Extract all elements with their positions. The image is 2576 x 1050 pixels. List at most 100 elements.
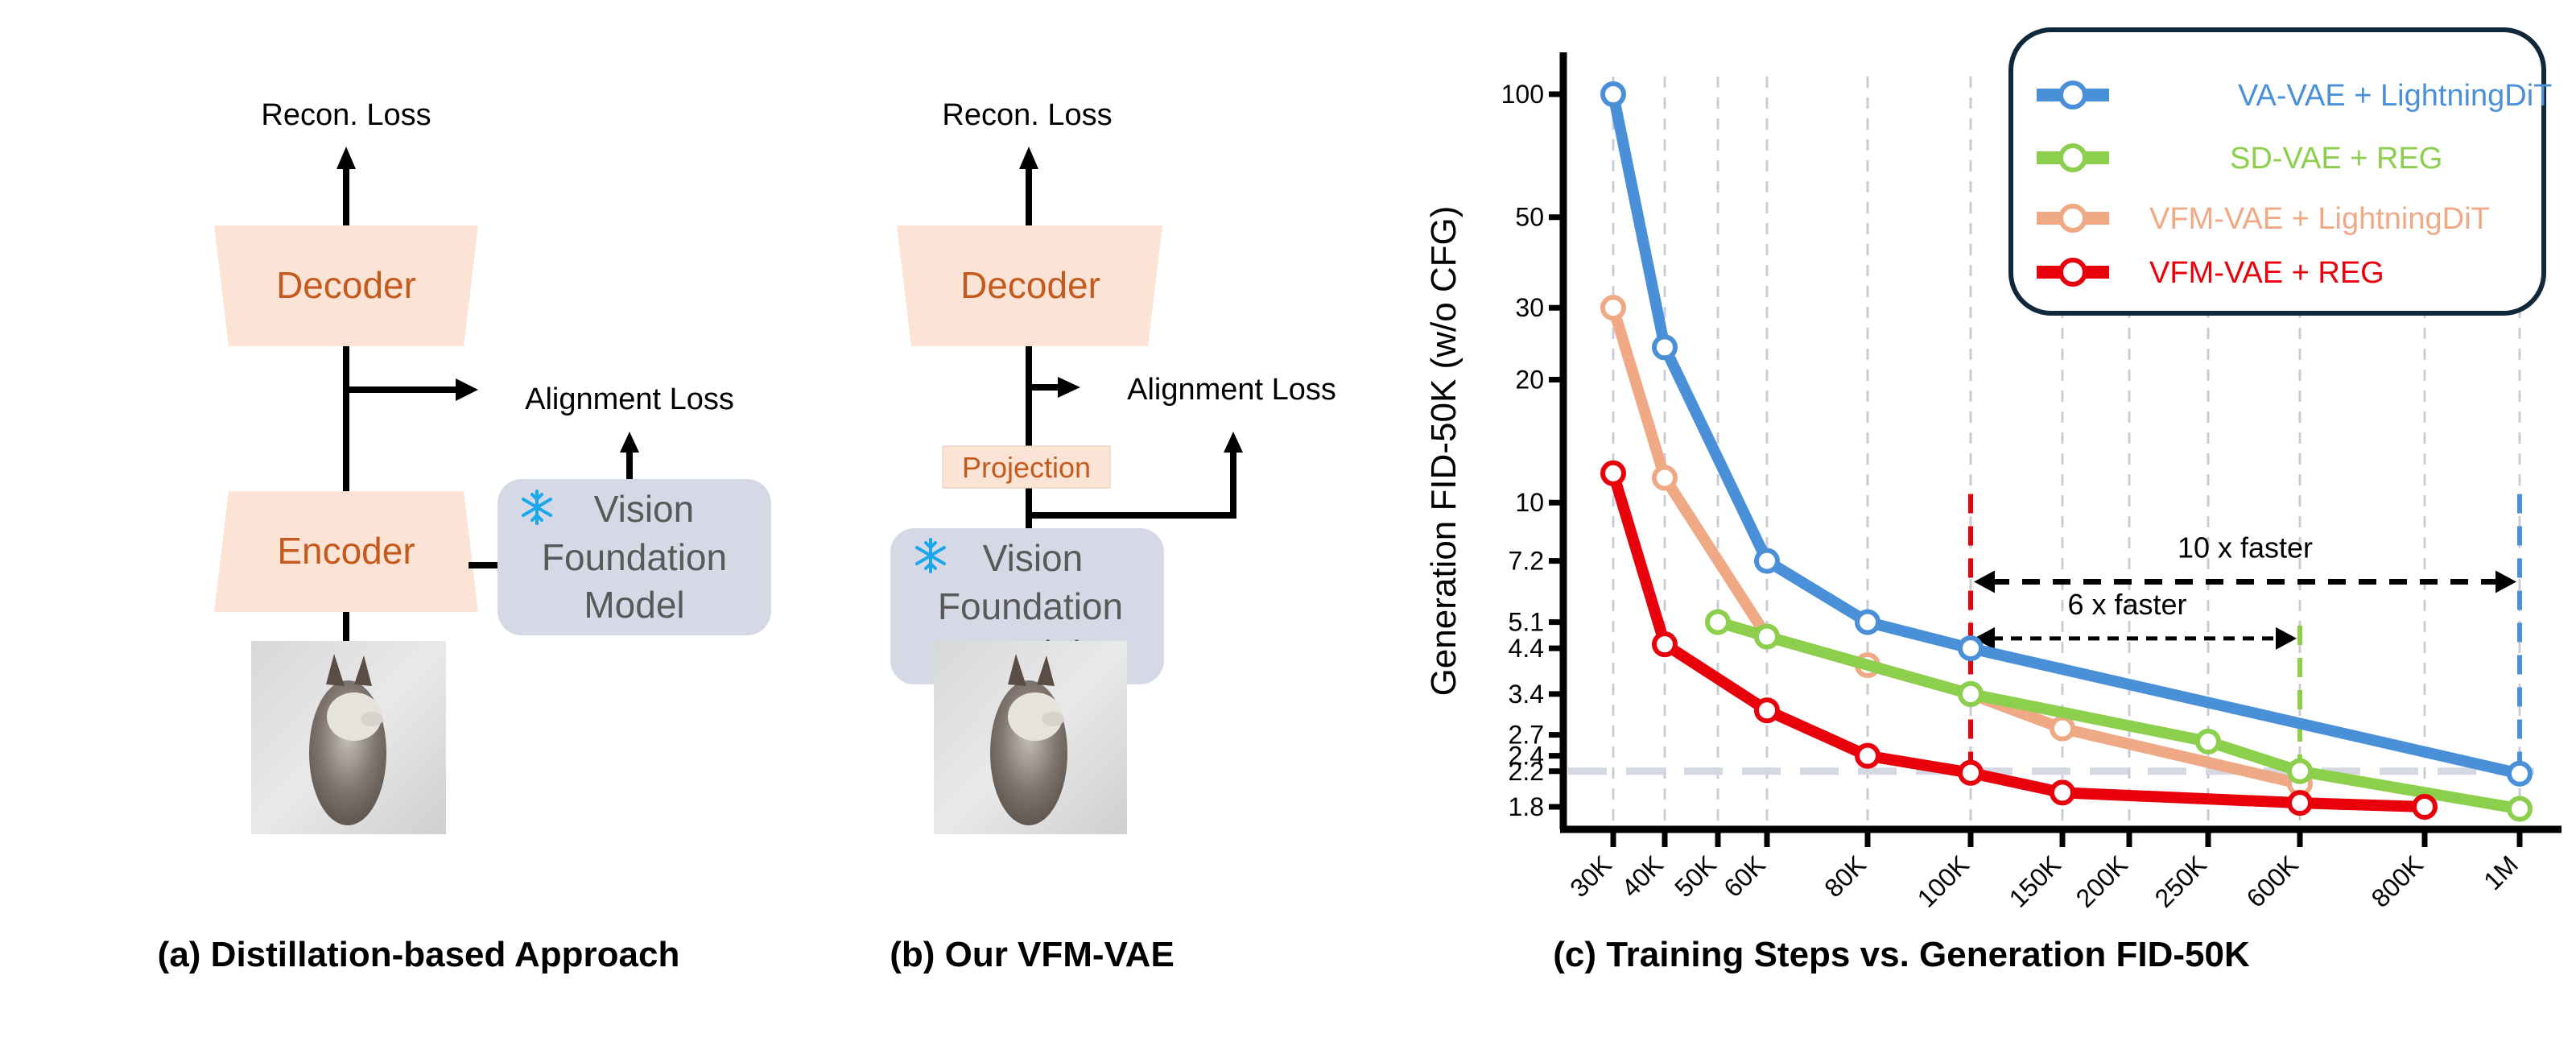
recon-loss-label: Recon. Loss (261, 98, 431, 132)
decoder-label: Decoder (276, 264, 416, 306)
series-line (1712, 616, 2525, 815)
x-tick-label: 80K (1818, 850, 1872, 903)
recon-arrow-head (1019, 147, 1038, 169)
alignment-loss-label: Alignment Loss (525, 382, 734, 416)
caption-a: (a) Distillation-based Approach (158, 935, 680, 974)
x-tick-label: 1M (2478, 850, 2524, 895)
panel-b: Recon. Loss Decoder Alignment Loss Proje… (890, 98, 1336, 974)
arrow-head-left (1974, 626, 1995, 650)
data-point (2195, 728, 2221, 754)
input-image (934, 641, 1127, 834)
data-point (1855, 742, 1880, 769)
vfm-arrow-head (620, 432, 639, 453)
y-tick-label: 10 (1515, 488, 1544, 517)
legend-swatch-marker (2058, 258, 2087, 287)
y-tick-label: 20 (1515, 366, 1544, 395)
y-tick-label: 100 (1501, 80, 1544, 109)
decoder-label: Decoder (960, 264, 1100, 306)
y-axis-label: Generation FID-50K (w/o CFG) (1424, 206, 1463, 697)
arrow-head-right (2496, 570, 2516, 593)
y-tick-label: 2.7 (1509, 721, 1544, 750)
vfm-line-2: Foundation (542, 536, 727, 578)
vfm-line-1: Vision (983, 537, 1083, 579)
recon-arrow-head (336, 147, 356, 169)
x-tick-label: 800K (2366, 850, 2429, 912)
vfm-arrow-head (1224, 432, 1243, 453)
x-tick-label: 60K (1718, 850, 1771, 903)
input-image (251, 641, 446, 834)
data-point (2412, 794, 2438, 820)
snowflake-icon (522, 490, 552, 525)
speedup-annotation-layer: 10 x faster 6 x faster (1974, 531, 2516, 650)
legend-swatch-marker (2058, 204, 2087, 233)
legend-label: VA-VAE + LightningDiT (2238, 79, 2552, 113)
encoder-block (214, 491, 478, 612)
y-tick-label: 4.4 (1509, 634, 1544, 663)
chart-title: (c) Training Steps vs. Generation FID-50… (1553, 935, 2250, 974)
legend: VA-VAE + LightningDiT SD-VAE + REG VFM-VAE… (2008, 27, 2552, 316)
vfm-box (497, 479, 771, 635)
data-point (2050, 715, 2075, 742)
projection-block (942, 445, 1111, 489)
y-tick-label: 3.4 (1509, 680, 1544, 709)
data-point (1652, 631, 1678, 658)
vfm-line-3: Model (584, 584, 684, 626)
data-point (1754, 623, 1780, 650)
panel-a: Recon. Loss Decoder Alignment Loss Encod… (158, 98, 771, 974)
arrow-head-left (1974, 570, 1995, 593)
x-tick-label: 30K (1564, 850, 1617, 903)
x-tick-label: 150K (2004, 850, 2066, 912)
y-tick-label: 30 (1515, 293, 1544, 322)
series-vfm-vae-reg (1600, 460, 2438, 820)
data-point (2050, 779, 2075, 806)
y-ticks: 100 50 30 20 10 7.2 5.14.4 3.4 2.72.42.2 1.8 (1501, 80, 1563, 821)
data-point (1600, 81, 1626, 107)
series-line (1608, 89, 2525, 779)
decoder-block (214, 225, 478, 346)
x-tick-label: 100K (1912, 850, 1975, 912)
alignment-arrow-head (1058, 377, 1080, 398)
data-point (2287, 758, 2313, 784)
data-point (1652, 465, 1678, 491)
recon-loss-label: Recon. Loss (942, 98, 1112, 132)
speedup-label: 10 x faster (2178, 531, 2313, 564)
decoder-block (897, 225, 1162, 346)
legend-entry: VFM-VAE + LightningDiT (2037, 202, 2490, 236)
vfm-alignment-path (1029, 448, 1236, 519)
legend-box (2008, 27, 2546, 316)
data-point (1855, 609, 1880, 635)
legend-entry: SD-VAE + REG (2037, 142, 2442, 176)
y-tick-label: 2.2 (1509, 757, 1544, 786)
y-tick-label: 5.1 (1509, 608, 1544, 637)
series-line (1608, 467, 2430, 812)
series-va-vae-lightningdit (1600, 81, 2533, 787)
x-tick-label: 250K (2149, 850, 2212, 912)
x-tick-label: 200K (2070, 850, 2133, 912)
y-tick-label: 2.4 (1509, 742, 1544, 771)
data-point (1754, 548, 1780, 574)
encoder-label: Encoder (277, 530, 415, 572)
data-point (1600, 295, 1626, 321)
vfm-line-2: Foundation (938, 585, 1123, 627)
data-point (2287, 790, 2313, 816)
vertical-marker-layer (1968, 494, 2522, 774)
data-point (1705, 609, 1731, 635)
snowflake-icon (915, 538, 946, 573)
x-tick-label: 50K (1669, 850, 1722, 903)
data-point (1652, 334, 1678, 361)
alignment-arrow-head (456, 378, 478, 401)
legend-entry: VA-VAE + LightningDiT (2037, 79, 2552, 113)
x-tick-label: 40K (1616, 850, 1669, 903)
caption-b: (b) Our VFM-VAE (890, 935, 1174, 974)
legend-swatch-marker (2058, 81, 2087, 110)
data-point (2507, 760, 2533, 787)
data-point (1958, 759, 1984, 786)
alignment-loss-label: Alignment Loss (1127, 373, 1336, 407)
data-point (1958, 635, 1984, 662)
arrow-head-right (2276, 626, 2297, 650)
data-point (1958, 680, 1984, 707)
x-tick-label: 600K (2241, 850, 2304, 912)
